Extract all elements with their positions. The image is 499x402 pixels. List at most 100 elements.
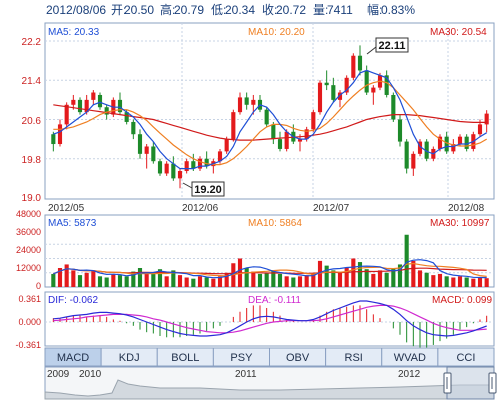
candle-body [51,134,56,145]
candle-body [171,163,176,179]
candle [417,139,423,157]
candle-body [244,97,249,105]
candle-body [251,99,256,105]
volume-bar [464,277,469,287]
candle [237,92,243,115]
candle-body [397,119,403,142]
tab-psy[interactable]: PSY [212,347,270,367]
volume-bar [111,273,116,287]
candle-body [404,141,409,169]
tab-boll[interactable]: BOLL [156,347,214,367]
volume-bar [324,265,329,287]
candle-body [411,153,416,169]
candle-body [364,70,369,93]
volume-bar [291,277,296,287]
candle-body [391,94,396,120]
vol-ma10-legend: MA10: 5864 [248,218,302,229]
price-tick: 19.8 [22,155,42,166]
moving-averages [53,69,488,170]
price-tick: 19.0 [22,193,42,204]
candle-body [137,134,143,154]
volume-bar [137,268,143,287]
tab-macd[interactable]: MACD [44,347,102,367]
candle [264,107,269,127]
tab-cci[interactable]: CCI [437,347,495,367]
volume-bar [144,272,149,287]
volume-bar [397,264,403,287]
candle [277,131,283,152]
candle [384,70,389,98]
candle-body [224,139,229,152]
candle [164,161,169,176]
volume-bar [344,268,349,287]
candle [51,131,56,152]
vol-ma5-legend: MA5: 5873 [48,218,97,229]
header-date: 2012/08/06 [46,3,106,17]
volume-bar [77,275,83,287]
candle-body [284,131,289,149]
candle [317,80,323,115]
navigator-year: 2010 [79,369,102,380]
ma30-legend: MA30: 20.54 [430,27,487,38]
candle-body [464,136,469,149]
candle [484,110,489,133]
header-close-value: 20.72 [276,3,306,17]
candle-body [84,99,89,113]
volume-bar [304,275,309,287]
candle-body [437,136,443,149]
candle-body [117,99,123,113]
tab-wvad[interactable]: WVAD [381,347,439,367]
candle-body [451,144,456,152]
volume-bar [104,277,109,287]
candle-body [337,92,343,100]
candle-body [311,112,316,130]
header-low-value: 20.34 [225,3,255,17]
candle-body [424,141,429,159]
candle-body [131,121,136,135]
volume-bar [211,278,216,287]
max-callout-box [375,37,409,53]
header-close-label: 收: [262,3,277,17]
macd-tick: 0.000 [18,317,41,327]
volume-bar [264,272,269,287]
candle-body [297,139,303,142]
dea-legend: DEA: -0.111 [248,295,301,306]
macd-lines [53,300,487,337]
volume-bar [131,271,136,287]
volume-bar [357,262,363,287]
candle [171,156,176,181]
candle [337,90,343,108]
candle [324,70,329,91]
candle-body [371,87,376,93]
header-open-value: 20.50 [124,3,154,17]
volume-bar [331,270,336,287]
volume-bar [484,278,489,287]
volume-bar [184,277,189,287]
candle-body [277,139,283,149]
volume-ma5-line [53,259,487,279]
max-callout: 22.11 [379,40,406,52]
min-callout-leader [182,182,193,189]
vol-ma30-legend: MA30: 10997 [430,218,490,229]
volume-bar [424,272,429,287]
header-change-value: 0.83% [381,3,415,17]
volume-bar [444,276,449,287]
tab-kdj[interactable]: KDJ [100,347,158,367]
volume-bar [151,273,156,287]
volume-bar [297,276,303,287]
max-callout-leader [366,46,377,55]
candle-body [484,113,489,125]
volume-bar [284,276,289,287]
volume-bar [257,273,263,287]
header-high-value: 20.79 [174,3,204,17]
candle [357,45,363,76]
candle-body [351,55,356,78]
volume-bar [391,268,396,287]
tab-rsi[interactable]: RSI [325,347,383,367]
candle-body [91,92,96,100]
candle-body [164,163,169,174]
volume-tick: 48000 [16,209,41,219]
tab-obv[interactable]: OBV [269,347,327,367]
navigator-window[interactable] [446,366,495,400]
ma10-legend: MA10: 20.20 [248,27,305,38]
